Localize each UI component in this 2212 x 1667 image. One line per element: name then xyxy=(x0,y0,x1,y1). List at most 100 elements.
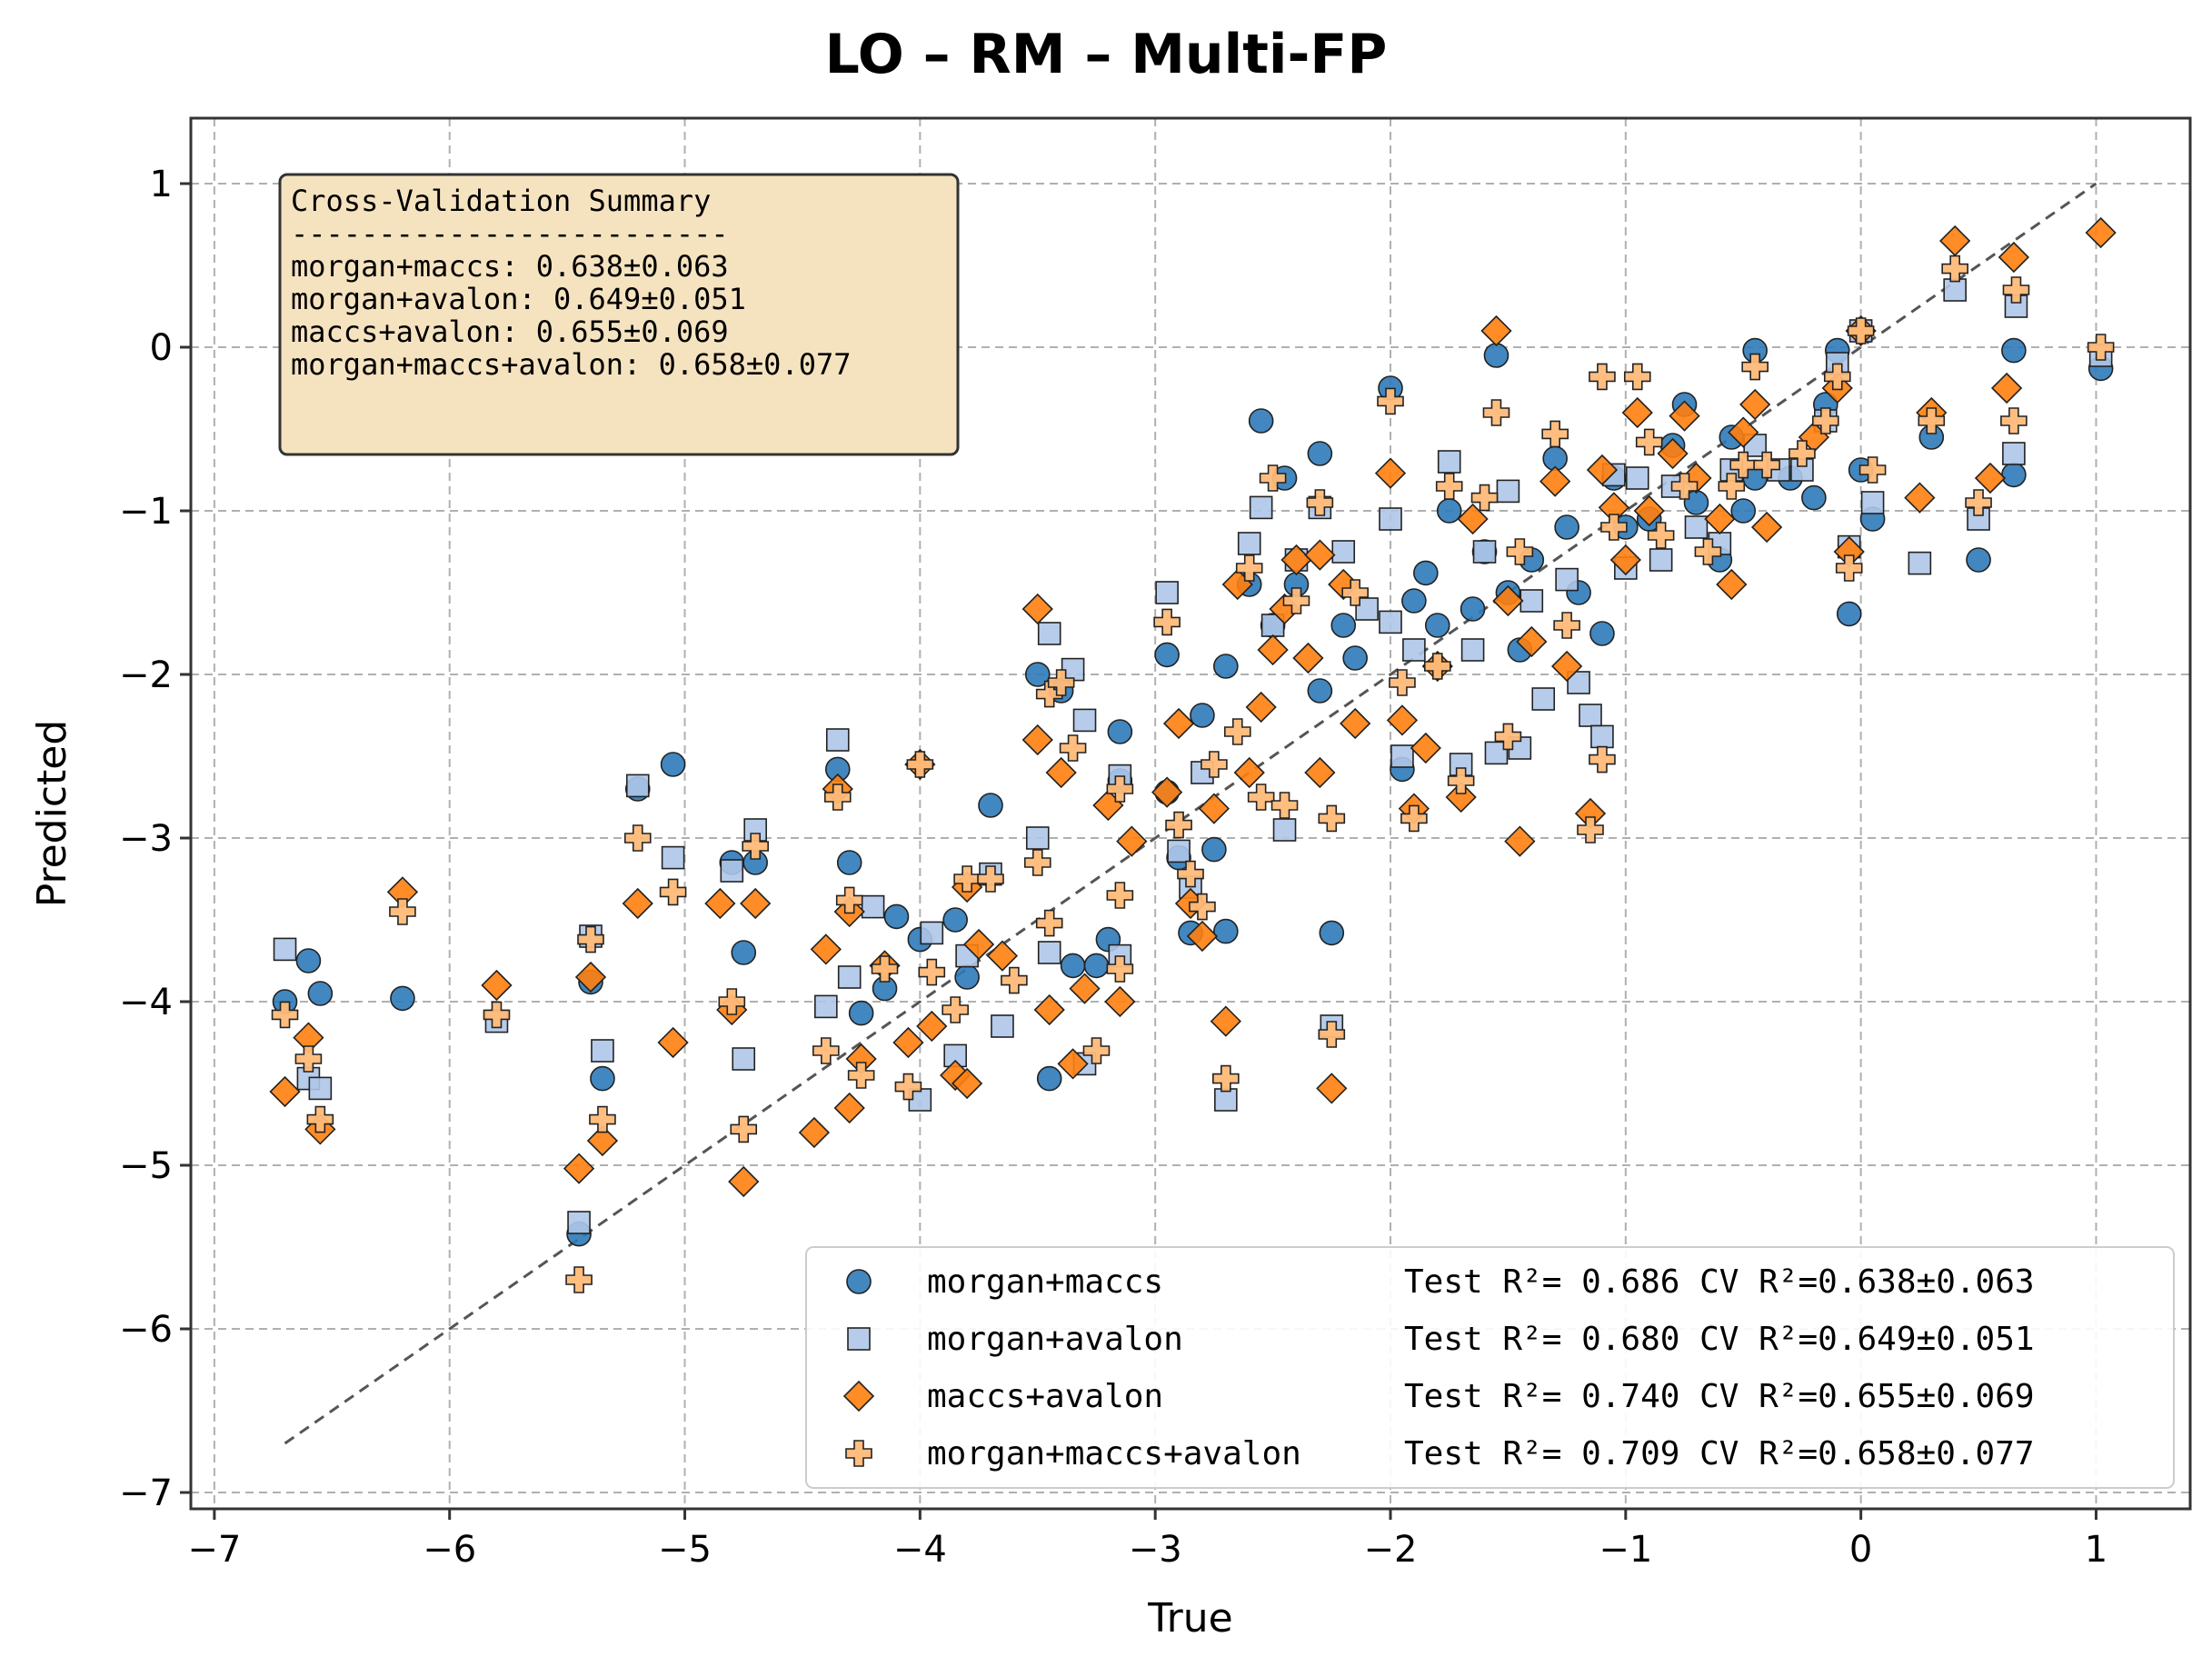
data-point xyxy=(1966,547,1991,573)
data-point xyxy=(1201,836,1227,863)
data-point xyxy=(1504,825,1536,857)
data-point xyxy=(1657,437,1689,470)
data-point xyxy=(1577,816,1604,843)
data-point xyxy=(483,1001,511,1029)
summary-text-lines: Cross-Validation Summary----------------… xyxy=(291,184,852,382)
data-point xyxy=(1741,353,1769,381)
y-tick-label: 1 xyxy=(150,164,173,205)
data-point xyxy=(1847,317,1875,344)
data-point xyxy=(1213,654,1239,679)
data-point xyxy=(1386,704,1419,736)
data-point xyxy=(1035,909,1063,937)
data-point xyxy=(1033,993,1065,1026)
data-point xyxy=(1484,741,1509,765)
data-point xyxy=(1319,920,1345,946)
data-point xyxy=(1531,687,1556,711)
data-point xyxy=(1789,440,1816,467)
data-point xyxy=(1555,567,1579,592)
data-point xyxy=(1492,584,1524,617)
data-point xyxy=(942,907,968,933)
data-point xyxy=(1167,839,1191,863)
data-point xyxy=(1918,407,1946,434)
data-point xyxy=(590,1065,615,1092)
data-point xyxy=(306,1105,334,1133)
data-point xyxy=(389,898,416,925)
x-tick-label: −7 xyxy=(187,1529,241,1571)
data-point xyxy=(622,887,653,920)
data-point xyxy=(1669,400,1700,432)
data-point xyxy=(2087,334,2115,361)
data-point xyxy=(812,1037,840,1064)
data-point xyxy=(920,921,944,945)
data-point xyxy=(731,940,757,965)
summary-line: morgan+maccs: 0.638±0.063 xyxy=(291,249,729,284)
data-point xyxy=(732,1047,756,1071)
summary-line: maccs+avalon: 0.655±0.069 xyxy=(291,314,729,349)
cv-summary-box: Cross-Validation Summary----------------… xyxy=(278,173,960,456)
data-point xyxy=(1213,918,1239,944)
data-point xyxy=(1447,767,1475,794)
data-point xyxy=(1379,610,1402,634)
data-point xyxy=(1047,669,1075,696)
data-point xyxy=(1579,704,1602,727)
data-point xyxy=(1318,804,1346,833)
data-point xyxy=(1330,613,1357,638)
y-tick-label: −2 xyxy=(119,654,173,696)
data-point xyxy=(730,1115,758,1143)
data-point xyxy=(1460,638,1485,662)
data-point xyxy=(962,928,995,961)
data-point xyxy=(1633,494,1665,527)
x-tick-label: −3 xyxy=(1129,1529,1182,1571)
data-point xyxy=(1272,818,1297,842)
data-point xyxy=(1057,1048,1089,1080)
data-point xyxy=(1520,589,1544,613)
data-point xyxy=(1259,464,1287,492)
data-point xyxy=(390,985,415,1012)
data-point xyxy=(977,865,1004,893)
data-point xyxy=(1943,278,1967,302)
data-point xyxy=(1248,408,1274,434)
data-point xyxy=(814,994,838,1019)
legend-background xyxy=(805,1246,2175,1489)
data-point xyxy=(1341,579,1369,606)
data-point xyxy=(1554,514,1579,540)
data-point xyxy=(1237,532,1261,555)
data-point xyxy=(1621,396,1653,429)
data-point xyxy=(2001,337,2027,364)
data-point xyxy=(837,965,862,989)
data-point xyxy=(883,903,910,930)
data-point xyxy=(567,1211,591,1234)
data-point xyxy=(1635,428,1663,456)
data-point xyxy=(823,784,852,811)
data-point xyxy=(1649,548,1673,572)
data-point xyxy=(1106,775,1134,803)
data-point xyxy=(591,1039,614,1063)
data-point xyxy=(1401,588,1427,614)
data-point xyxy=(1860,491,1885,514)
legend-series-stats: Test R²= 0.740 CV R²=0.655±0.069 xyxy=(1404,1378,2035,1415)
data-point xyxy=(1374,457,1407,489)
x-axis-ticks: −7 −6 −5 −4 −3 −2 −1 0 1 xyxy=(187,1509,2107,1571)
data-point xyxy=(1496,479,1520,504)
data-point xyxy=(728,1165,760,1198)
x-tick-label: −1 xyxy=(1599,1529,1652,1571)
legend-marker xyxy=(842,1380,875,1412)
data-point xyxy=(991,1014,1014,1038)
data-point xyxy=(269,1075,301,1108)
data-point xyxy=(1965,489,1992,516)
data-point xyxy=(1106,882,1134,909)
data-point xyxy=(1836,601,1862,627)
data-point xyxy=(833,1092,865,1124)
data-point xyxy=(1704,503,1736,535)
x-tick-label: −5 xyxy=(658,1529,712,1571)
data-point xyxy=(1457,503,1489,535)
summary-line: ------------------------- xyxy=(291,216,729,251)
data-point xyxy=(1306,489,1334,516)
y-tick-label: −7 xyxy=(119,1472,173,1514)
data-point xyxy=(659,878,687,906)
data-point xyxy=(1025,826,1050,850)
data-point xyxy=(871,955,899,983)
data-point xyxy=(1470,484,1499,512)
data-point xyxy=(481,969,513,1002)
data-point xyxy=(625,774,650,798)
